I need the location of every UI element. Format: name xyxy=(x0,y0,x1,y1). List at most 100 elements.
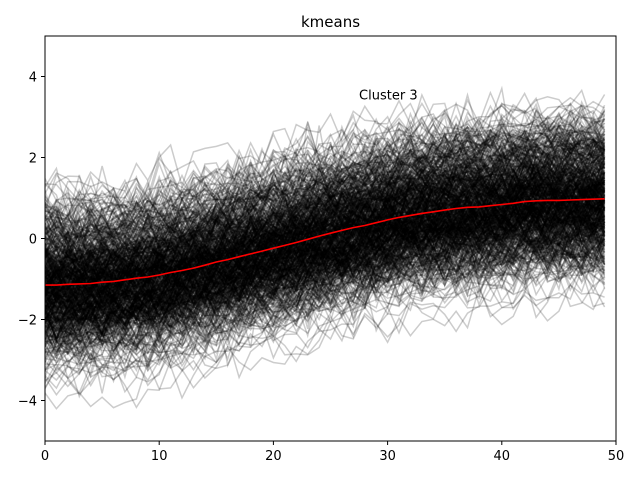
background-series-line xyxy=(45,219,605,336)
background-series-line xyxy=(45,164,606,318)
background-series-line xyxy=(45,145,606,267)
background-series-line xyxy=(45,123,606,256)
background-series-line xyxy=(45,164,606,323)
background-series-line xyxy=(45,207,606,324)
background-series-line xyxy=(45,223,605,353)
background-series-line xyxy=(45,190,605,319)
background-series-line xyxy=(45,91,605,224)
background-series-line xyxy=(45,149,605,267)
y-tick-label: 0 xyxy=(29,233,37,248)
background-series-line xyxy=(45,165,606,291)
background-series-line xyxy=(45,186,606,315)
background-series-line xyxy=(45,139,606,291)
background-series-line xyxy=(45,177,606,334)
background-series-line xyxy=(45,141,606,281)
x-tick-label: 30 xyxy=(379,449,396,464)
background-series-line xyxy=(45,212,605,302)
background-series-line xyxy=(45,200,606,333)
background-series-line xyxy=(45,201,606,331)
background-series-line xyxy=(45,139,606,277)
background-series-line xyxy=(45,181,606,330)
background-series-line xyxy=(45,190,606,316)
background-series-line xyxy=(45,210,606,333)
background-series-line xyxy=(45,156,606,281)
background-series-line xyxy=(45,149,606,309)
background-series-line xyxy=(45,183,606,328)
background-series-line xyxy=(45,178,605,331)
background-series-line xyxy=(45,249,606,387)
background-series-line xyxy=(45,102,606,220)
background-series-line xyxy=(45,191,606,336)
background-series-line xyxy=(45,175,605,299)
background-series-line xyxy=(45,160,606,300)
background-series-line xyxy=(45,147,606,261)
background-series-line xyxy=(45,108,605,234)
background-series-line xyxy=(45,165,606,269)
background-series-line xyxy=(45,238,605,367)
background-series-line xyxy=(45,235,605,355)
background-series-line xyxy=(45,155,606,275)
background-series-line xyxy=(45,191,605,321)
background-series-line xyxy=(45,156,606,269)
background-series-line xyxy=(45,147,606,291)
background-series-line xyxy=(45,233,606,366)
background-series-line xyxy=(45,174,605,311)
background-series-line xyxy=(45,242,605,374)
background-series-line xyxy=(45,101,606,219)
background-series-line xyxy=(45,165,606,311)
background-series-line xyxy=(45,139,605,287)
background-series-line xyxy=(45,242,606,371)
background-series-line xyxy=(45,173,606,287)
background-series-line xyxy=(45,212,605,323)
background-series-line xyxy=(45,161,606,305)
background-series-line xyxy=(45,157,605,285)
background-series-line xyxy=(45,242,605,373)
background-series-line xyxy=(45,176,606,289)
background-series-line xyxy=(45,152,606,281)
background-series-line xyxy=(45,135,606,259)
background-series-line xyxy=(45,138,605,292)
background-series-line xyxy=(45,131,605,274)
background-series-line xyxy=(45,228,605,378)
background-series-line xyxy=(45,161,605,303)
background-series-line xyxy=(45,191,605,309)
background-series-line xyxy=(45,184,606,304)
background-series-line xyxy=(45,112,606,254)
background-series-line xyxy=(45,114,605,234)
background-series-line xyxy=(45,124,606,286)
background-series-line xyxy=(45,168,605,297)
background-series-line xyxy=(45,131,605,294)
background-series-line xyxy=(45,207,606,355)
background-series-line xyxy=(45,180,605,305)
background-series-line xyxy=(45,193,605,309)
background-series-line xyxy=(45,138,605,240)
background-series-line xyxy=(45,105,605,265)
background-series-line xyxy=(45,215,605,342)
background-series-line xyxy=(45,192,606,304)
background-series-line xyxy=(45,175,606,302)
background-series-line xyxy=(45,210,606,362)
background-series-line xyxy=(45,126,606,276)
background-series-line xyxy=(45,157,606,296)
background-series-line xyxy=(45,219,606,369)
background-series-line xyxy=(45,170,605,286)
background-series-line xyxy=(45,203,605,323)
background-series-line xyxy=(45,195,606,305)
background-series-line xyxy=(45,121,605,253)
background-series-line xyxy=(45,204,606,315)
background-series-line xyxy=(45,149,606,276)
background-series-line xyxy=(45,186,606,312)
background-series-line xyxy=(45,109,606,222)
background-series-line xyxy=(45,159,606,320)
plot-area xyxy=(45,36,616,441)
background-series-line xyxy=(45,173,606,289)
background-series-line xyxy=(45,124,606,266)
background-series-line xyxy=(45,243,606,366)
background-series-line xyxy=(45,229,606,356)
background-series-line xyxy=(45,198,606,340)
background-series-line xyxy=(45,213,605,324)
background-series-line xyxy=(45,135,605,285)
background-series-line xyxy=(45,143,606,259)
background-series-line xyxy=(45,121,605,244)
background-series-line xyxy=(45,220,606,384)
